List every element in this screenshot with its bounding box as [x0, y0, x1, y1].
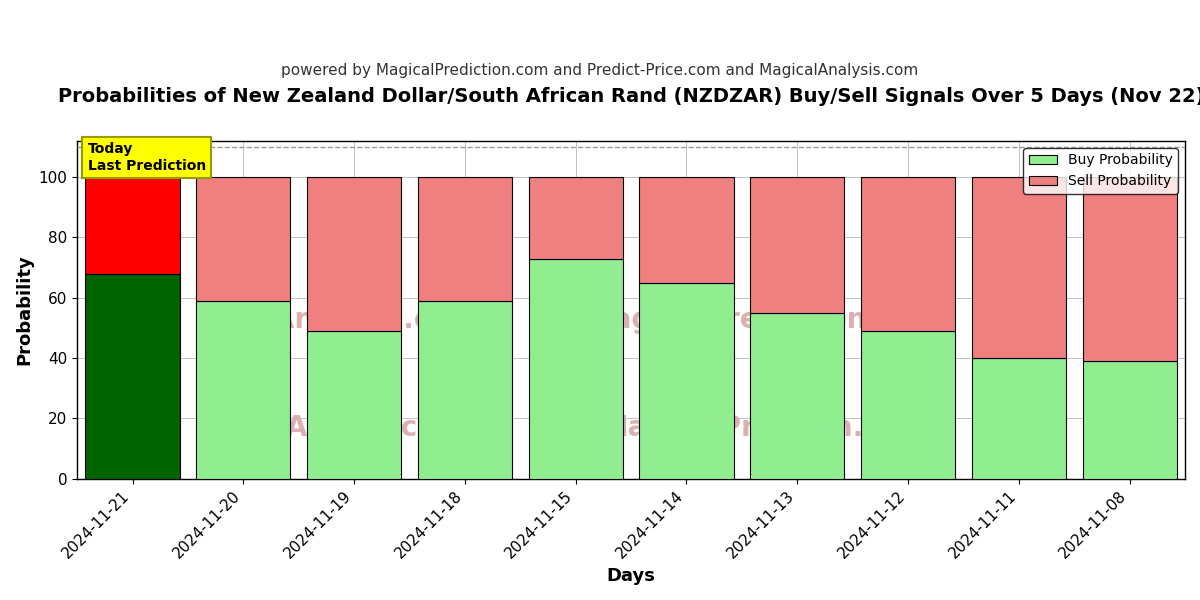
Text: powered by MagicalPrediction.com and Predict-Price.com and MagicalAnalysis.com: powered by MagicalPrediction.com and Pre…	[281, 63, 919, 78]
Bar	[640, 283, 733, 479]
Bar	[750, 313, 845, 479]
Bar	[85, 177, 180, 274]
Bar	[529, 177, 623, 259]
Bar	[529, 259, 623, 479]
Bar	[85, 274, 180, 479]
Bar	[640, 177, 733, 283]
Bar	[197, 177, 290, 301]
Bar	[860, 331, 955, 479]
Text: Today
Last Prediction: Today Last Prediction	[88, 142, 206, 173]
Text: calAnalysis.com: calAnalysis.com	[229, 306, 479, 334]
Text: MagicalPredictn.com: MagicalPredictn.com	[600, 414, 928, 442]
Legend: Buy Probability, Sell Probability: Buy Probability, Sell Probability	[1024, 148, 1178, 194]
Bar	[418, 301, 512, 479]
Bar	[418, 177, 512, 301]
Title: Probabilities of New Zealand Dollar/South African Rand (NZDZAR) Buy/Sell Signals: Probabilities of New Zealand Dollar/Sout…	[58, 87, 1200, 106]
Bar	[860, 177, 955, 331]
Bar	[972, 358, 1066, 479]
Bar	[197, 301, 290, 479]
Bar	[1082, 177, 1177, 361]
Bar	[750, 177, 845, 313]
Text: MagicalPrediction.com: MagicalPrediction.com	[586, 306, 942, 334]
Bar	[1082, 361, 1177, 479]
Bar	[972, 177, 1066, 358]
Y-axis label: Probability: Probability	[14, 254, 32, 365]
Text: calAnalys.com: calAnalys.com	[242, 414, 467, 442]
X-axis label: Days: Days	[607, 567, 655, 585]
Bar	[307, 177, 401, 331]
Bar	[307, 331, 401, 479]
